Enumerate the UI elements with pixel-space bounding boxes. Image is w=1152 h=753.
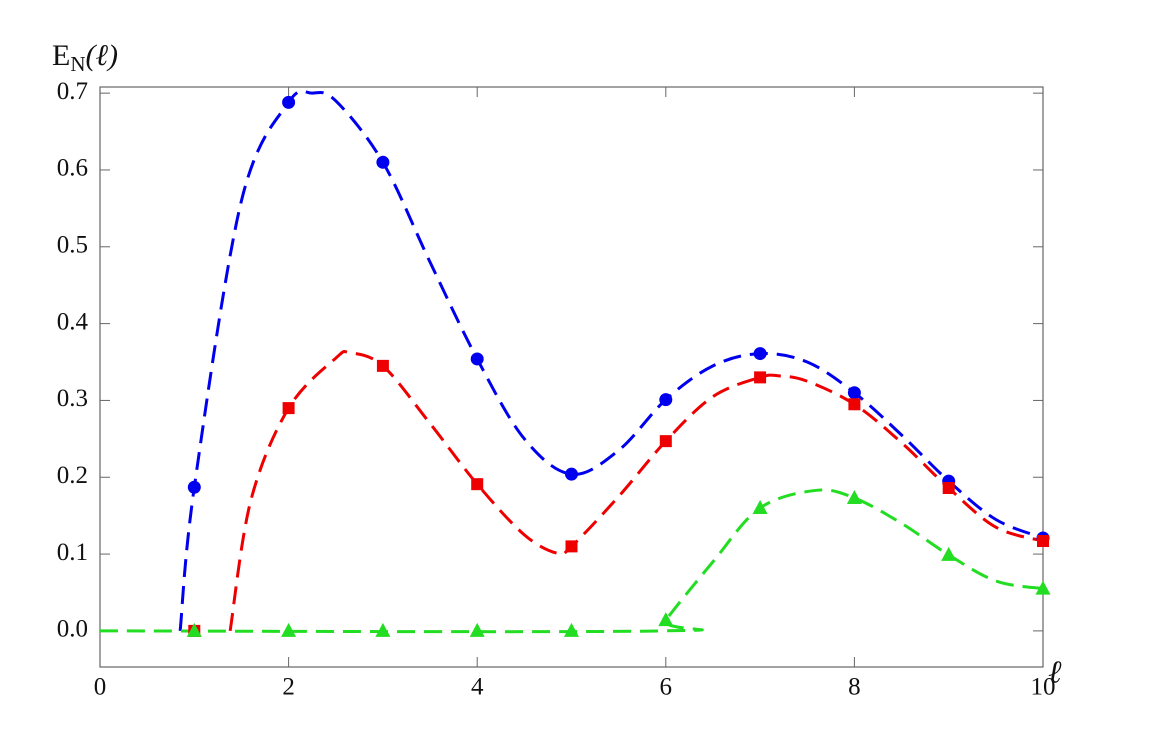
x-tick-label: 0 [94, 674, 107, 701]
point [376, 155, 390, 169]
y-axis-label: EN(ℓ) [52, 39, 118, 76]
point [754, 371, 767, 384]
point [281, 622, 297, 637]
x-axis-label: ℓ [1048, 653, 1062, 689]
plot-frame [99, 86, 1044, 668]
point [847, 386, 861, 400]
point [752, 499, 768, 514]
curve [178, 89, 1044, 632]
y-tick-label: 0.2 [57, 462, 88, 489]
point [564, 622, 579, 637]
x-tick-label: 4 [471, 674, 484, 701]
point [1035, 580, 1051, 595]
point [1037, 535, 1049, 548]
y-label-tail: (ℓ) [86, 39, 118, 72]
x-tick-label: 2 [282, 674, 295, 701]
y-tick-label: 0.7 [57, 78, 88, 105]
point [471, 478, 484, 491]
point [941, 546, 957, 561]
x-tick-label: 6 [660, 674, 673, 701]
point [565, 467, 578, 481]
x-tick-label: 8 [848, 674, 861, 701]
point [848, 398, 861, 411]
point [376, 359, 389, 372]
y-label-base: E [52, 39, 70, 72]
point [282, 402, 295, 415]
curve [228, 350, 1044, 632]
point [846, 489, 862, 504]
point [375, 622, 391, 637]
curve [99, 488, 1044, 634]
y-tick-label: 0.3 [57, 385, 88, 412]
y-tick-label: 0.0 [57, 616, 88, 643]
point [658, 612, 674, 627]
point [565, 540, 578, 553]
point [282, 95, 296, 109]
y-tick-label: 0.1 [57, 539, 88, 566]
point [186, 622, 202, 637]
point [470, 352, 484, 366]
y-label-sub: N [70, 52, 85, 76]
y-tick-label: 0.4 [57, 308, 89, 335]
point [469, 622, 485, 637]
point [659, 435, 672, 448]
point [942, 482, 955, 495]
point [659, 393, 673, 407]
y-tick-label: 0.6 [57, 155, 88, 182]
x-tick-label: 10 [1031, 674, 1056, 701]
point [187, 480, 201, 494]
y-tick-label: 0.5 [57, 232, 88, 259]
point [753, 347, 767, 361]
